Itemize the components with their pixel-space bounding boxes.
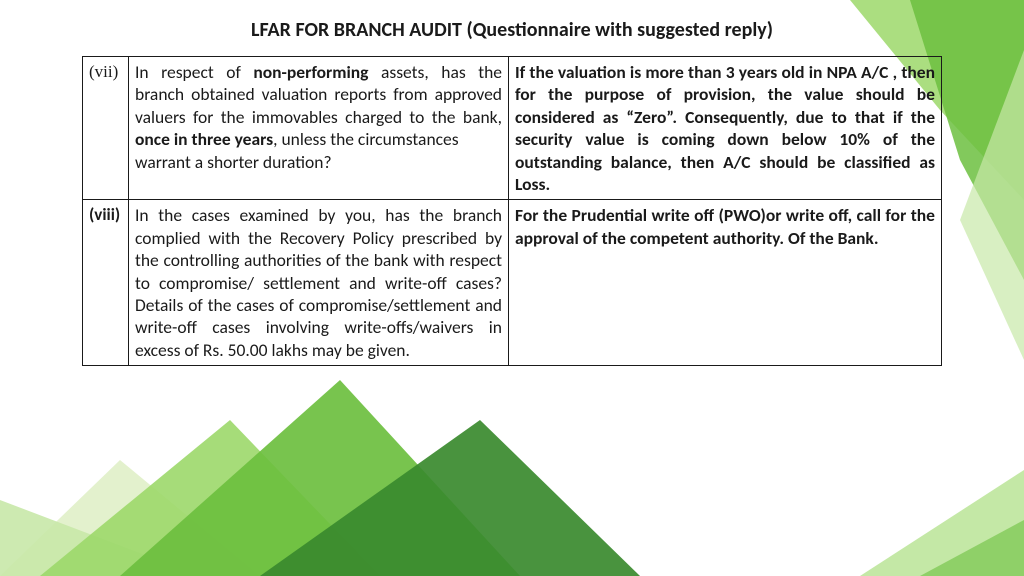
table-row: (viii)In the cases examined by you, has …	[83, 200, 942, 366]
table-row: (vii)In respect of non-performing assets…	[83, 57, 942, 200]
row-number: (viii)	[83, 200, 129, 366]
page-title: LFAR FOR BRANCH AUDIT (Questionnaire wit…	[0, 0, 1024, 56]
questionnaire-table-wrap: (vii)In respect of non-performing assets…	[82, 56, 942, 366]
answer-cell: For the Prudential write off (PWO)or wri…	[509, 200, 942, 366]
row-number: (vii)	[83, 57, 129, 200]
question-cell: In the cases examined by you, has the br…	[129, 200, 509, 366]
answer-cell: If the valuation is more than 3 years ol…	[509, 57, 942, 200]
questionnaire-table: (vii)In respect of non-performing assets…	[82, 56, 942, 366]
question-cell: In respect of non-performing assets, has…	[129, 57, 509, 200]
